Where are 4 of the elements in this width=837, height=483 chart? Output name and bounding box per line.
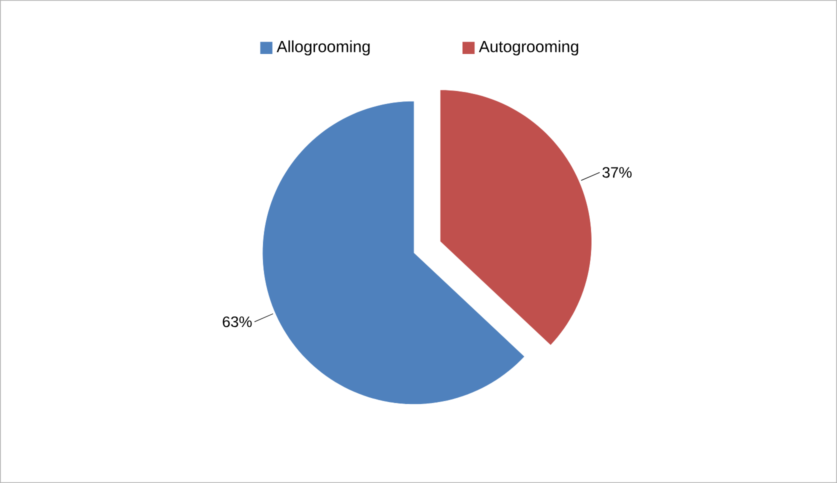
data-label: 37% [602,167,632,178]
legend-label: Allogrooming [276,40,370,56]
legend-label: Autogrooming [478,40,578,56]
data-label: 63% [222,316,252,328]
